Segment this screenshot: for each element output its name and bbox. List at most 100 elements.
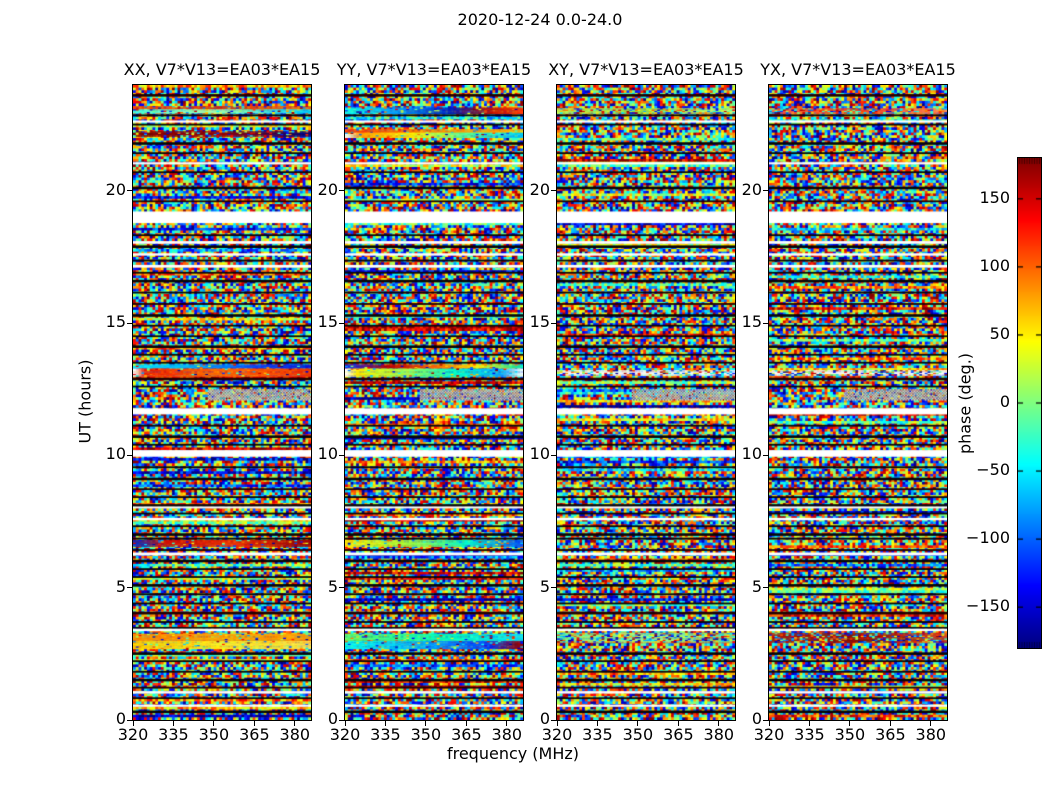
y-tick-label: 5 [115, 576, 126, 596]
colorbar-tick-label: −50 [976, 460, 1010, 480]
panel-xy: XY, V7*V13=EA03*EA15 [548, 60, 744, 721]
y-tick-mark [551, 322, 556, 324]
y-tick-mark [127, 190, 132, 192]
y-tick-label: 0 [327, 709, 338, 728]
y-tick-label: 15 [105, 312, 126, 332]
x-tick-label: 335 [370, 725, 401, 744]
y-tick-mark [551, 454, 556, 456]
y-tick-label: 20 [529, 179, 550, 199]
y-tick-mark [763, 587, 768, 589]
y-tick-mark [339, 587, 344, 589]
y-tick-label: 5 [539, 576, 550, 596]
y-tick-mark [763, 719, 768, 721]
x-tick-mark [637, 721, 639, 726]
y-tick-label: 5 [327, 576, 338, 596]
x-tick-mark [132, 721, 134, 726]
heatmap-canvas-xx [133, 85, 311, 720]
y-tick-mark [339, 190, 344, 192]
x-tick-mark [556, 721, 558, 726]
y-tick-mark [551, 587, 556, 589]
x-tick-mark [889, 721, 891, 726]
x-tick-mark [596, 721, 598, 726]
x-axis-label: frequency (MHz) [446, 744, 580, 763]
panel-yy: YY, V7*V13=EA03*EA15 [337, 60, 531, 721]
panel-xy-title: XY, V7*V13=EA03*EA15 [548, 60, 744, 79]
y-tick-mark [339, 322, 344, 324]
x-tick-label: 350 [198, 725, 230, 744]
y-tick-label: 0 [751, 709, 762, 728]
y-tick-label: 5 [751, 576, 762, 596]
heatmap-canvas-yy [345, 85, 523, 720]
x-tick-mark [849, 721, 851, 726]
colorbar-tick-label: −100 [966, 528, 1010, 548]
panel-yx: YX, V7*V13=EA03*EA15 [760, 60, 956, 721]
colorbar-tick-label: 150 [979, 187, 1010, 207]
y-tick-label: 0 [539, 709, 550, 728]
y-tick-mark [339, 454, 344, 456]
y-tick-label: 15 [741, 312, 762, 332]
panel-yy-title: YY, V7*V13=EA03*EA15 [336, 60, 532, 79]
x-tick-label: 335 [582, 725, 613, 744]
x-tick-mark [718, 721, 720, 726]
x-tick-label: 350 [622, 725, 654, 744]
x-tick-label: 320 [329, 725, 361, 744]
x-tick-mark [465, 721, 467, 726]
y-tick-mark [551, 719, 556, 721]
y-tick-label: 15 [317, 312, 338, 332]
x-tick-label: 350 [834, 725, 866, 744]
x-tick-label: 365 [875, 725, 906, 744]
x-tick-mark [344, 721, 346, 726]
x-tick-mark [294, 721, 296, 726]
y-tick-mark [127, 587, 132, 589]
x-tick-mark [172, 721, 174, 726]
figure-title: 2020-12-24 0.0-24.0 [457, 10, 623, 29]
x-tick-label: 365 [239, 725, 270, 744]
x-tick-mark [768, 721, 770, 726]
x-tick-mark [253, 721, 255, 726]
y-tick-mark [127, 719, 132, 721]
x-tick-label: 350 [410, 725, 442, 744]
x-tick-mark [384, 721, 386, 726]
x-tick-mark [506, 721, 508, 726]
y-tick-mark [763, 454, 768, 456]
y-tick-label: 15 [529, 312, 550, 332]
x-tick-mark [808, 721, 810, 726]
x-tick-mark [425, 721, 427, 726]
colorbar-canvas [1018, 158, 1041, 648]
y-tick-label: 10 [317, 444, 338, 464]
x-tick-label: 380 [703, 725, 735, 744]
panel-yx-title: YX, V7*V13=EA03*EA15 [760, 60, 956, 79]
y-tick-label: 20 [317, 179, 338, 199]
x-tick-label: 365 [663, 725, 694, 744]
y-tick-label: 10 [741, 444, 762, 464]
y-tick-label: 10 [105, 444, 126, 464]
y-tick-mark [551, 190, 556, 192]
heatmap-canvas-yx [769, 85, 947, 720]
y-tick-mark [127, 322, 132, 324]
y-tick-mark [127, 454, 132, 456]
panel-xx-title: XX, V7*V13=EA03*EA15 [123, 60, 321, 79]
heatmap-canvas-xy [557, 85, 735, 720]
y-tick-mark [763, 190, 768, 192]
y-tick-label: 10 [529, 444, 550, 464]
x-tick-label: 320 [117, 725, 149, 744]
y-tick-label: 20 [105, 179, 126, 199]
x-tick-label: 335 [794, 725, 825, 744]
colorbar-tick-label: −150 [966, 596, 1010, 616]
x-tick-mark [677, 721, 679, 726]
y-tick-label: 20 [741, 179, 762, 199]
colorbar [1017, 157, 1042, 649]
y-tick-label: 0 [115, 709, 126, 728]
x-tick-label: 365 [451, 725, 482, 744]
x-tick-label: 380 [915, 725, 947, 744]
colorbar-tick-label: 0 [999, 392, 1010, 411]
x-tick-label: 335 [158, 725, 189, 744]
colorbar-tick-label: 50 [989, 323, 1010, 343]
colorbar-tick-label: 100 [979, 255, 1010, 275]
y-tick-mark [339, 719, 344, 721]
x-tick-label: 320 [753, 725, 785, 744]
x-tick-mark [930, 721, 932, 726]
x-tick-label: 380 [279, 725, 311, 744]
panel-xx: XX, V7*V13=EA03*EA15 [124, 60, 320, 721]
